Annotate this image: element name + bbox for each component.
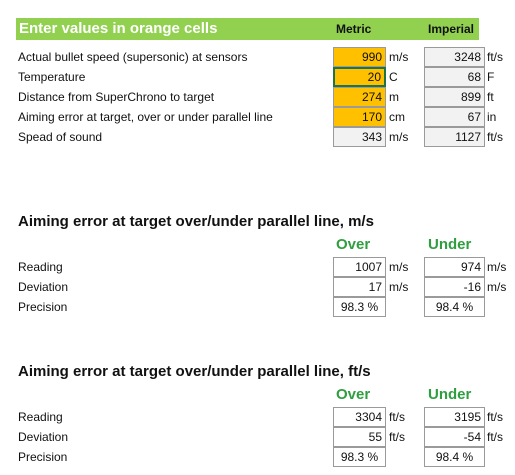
section-fts-over-label: Over [336, 386, 371, 403]
imperial-distance-unit: ft [487, 90, 494, 104]
section-ms-precision-over[interactable]: 98.3 % [333, 297, 386, 317]
section-ms-deviation-label: Deviation [18, 280, 69, 294]
input-label-sound-speed: Spead of sound [18, 130, 103, 144]
section-ms-precision-under[interactable]: 98.4 % [424, 297, 485, 317]
imperial-aiming-error-unit: in [487, 110, 497, 124]
section-ms-deviation-under-unit: m/s [487, 280, 507, 294]
metric-speed-unit: m/s [389, 50, 409, 64]
section-fts-reading-under-unit: ft/s [487, 410, 504, 424]
metric-distance-cell[interactable]: 274 [333, 87, 386, 107]
metric-distance-unit: m [389, 90, 399, 104]
header-bar [16, 18, 479, 40]
section-fts-reading-over-unit: ft/s [389, 410, 406, 424]
metric-temperature-unit: C [389, 70, 398, 84]
imperial-header: Imperial [428, 22, 475, 36]
metric-aiming-error-unit: cm [389, 110, 405, 124]
imperial-sound-speed-unit: ft/s [487, 130, 504, 144]
metric-aiming-error-cell[interactable]: 170 [333, 107, 386, 127]
section-fts-precision-under[interactable]: 98.4 % [424, 447, 485, 467]
imperial-speed-cell[interactable]: 3248 [424, 47, 485, 67]
section-fts-precision-over[interactable]: 98.3 % [333, 447, 386, 467]
section-ms-precision-label: Precision [18, 300, 68, 314]
section-ms-reading-under-unit: m/s [487, 260, 507, 274]
imperial-sound-speed-cell[interactable]: 1127 [424, 127, 485, 147]
section-ms-under-label: Under [428, 236, 472, 253]
section-fts-reading-under[interactable]: 3195 [424, 407, 485, 427]
section-ms-title: Aiming error at target over/under parall… [18, 213, 374, 230]
section-ms-reading-under[interactable]: 974 [424, 257, 485, 277]
input-label-distance: Distance from SuperChrono to target [18, 90, 215, 104]
section-ms-reading-label: Reading [18, 260, 63, 274]
section-fts-deviation-over[interactable]: 55 [333, 427, 386, 447]
input-label-speed: Actual bullet speed (supersonic) at sens… [18, 50, 248, 64]
metric-sound-speed-unit: m/s [389, 130, 409, 144]
metric-speed-cell[interactable]: 990 [333, 47, 386, 67]
input-label-temperature: Temperature [18, 70, 86, 84]
section-ms-deviation-over[interactable]: 17 [333, 277, 386, 297]
section-ms-deviation-under[interactable]: -16 [424, 277, 485, 297]
section-fts-precision-label: Precision [18, 450, 68, 464]
imperial-distance-cell[interactable]: 899 [424, 87, 485, 107]
section-fts-title: Aiming error at target over/under parall… [18, 363, 371, 380]
section-fts-reading-label: Reading [18, 410, 63, 424]
section-ms-over-label: Over [336, 236, 371, 253]
input-label-aiming-error: Aiming error at target, over or under pa… [18, 110, 273, 124]
section-ms-deviation-over-unit: m/s [389, 280, 409, 294]
metric-temperature-cell[interactable]: 20 [333, 67, 386, 87]
imperial-aiming-error-cell[interactable]: 67 [424, 107, 485, 127]
section-fts-reading-over[interactable]: 3304 [333, 407, 386, 427]
imperial-temperature-unit: F [487, 70, 495, 84]
section-ms-reading-over[interactable]: 1007 [333, 257, 386, 277]
section-fts-under-label: Under [428, 386, 472, 403]
imperial-temperature-cell[interactable]: 68 [424, 67, 485, 87]
section-fts-deviation-under-unit: ft/s [487, 430, 504, 444]
metric-header: Metric [336, 22, 372, 36]
header-title: Enter values in orange cells [19, 20, 218, 37]
section-fts-deviation-over-unit: ft/s [389, 430, 406, 444]
metric-sound-speed-cell[interactable]: 343 [333, 127, 386, 147]
section-ms-reading-over-unit: m/s [389, 260, 409, 274]
section-fts-deviation-under[interactable]: -54 [424, 427, 485, 447]
section-fts-deviation-label: Deviation [18, 430, 69, 444]
imperial-speed-unit: ft/s [487, 50, 504, 64]
